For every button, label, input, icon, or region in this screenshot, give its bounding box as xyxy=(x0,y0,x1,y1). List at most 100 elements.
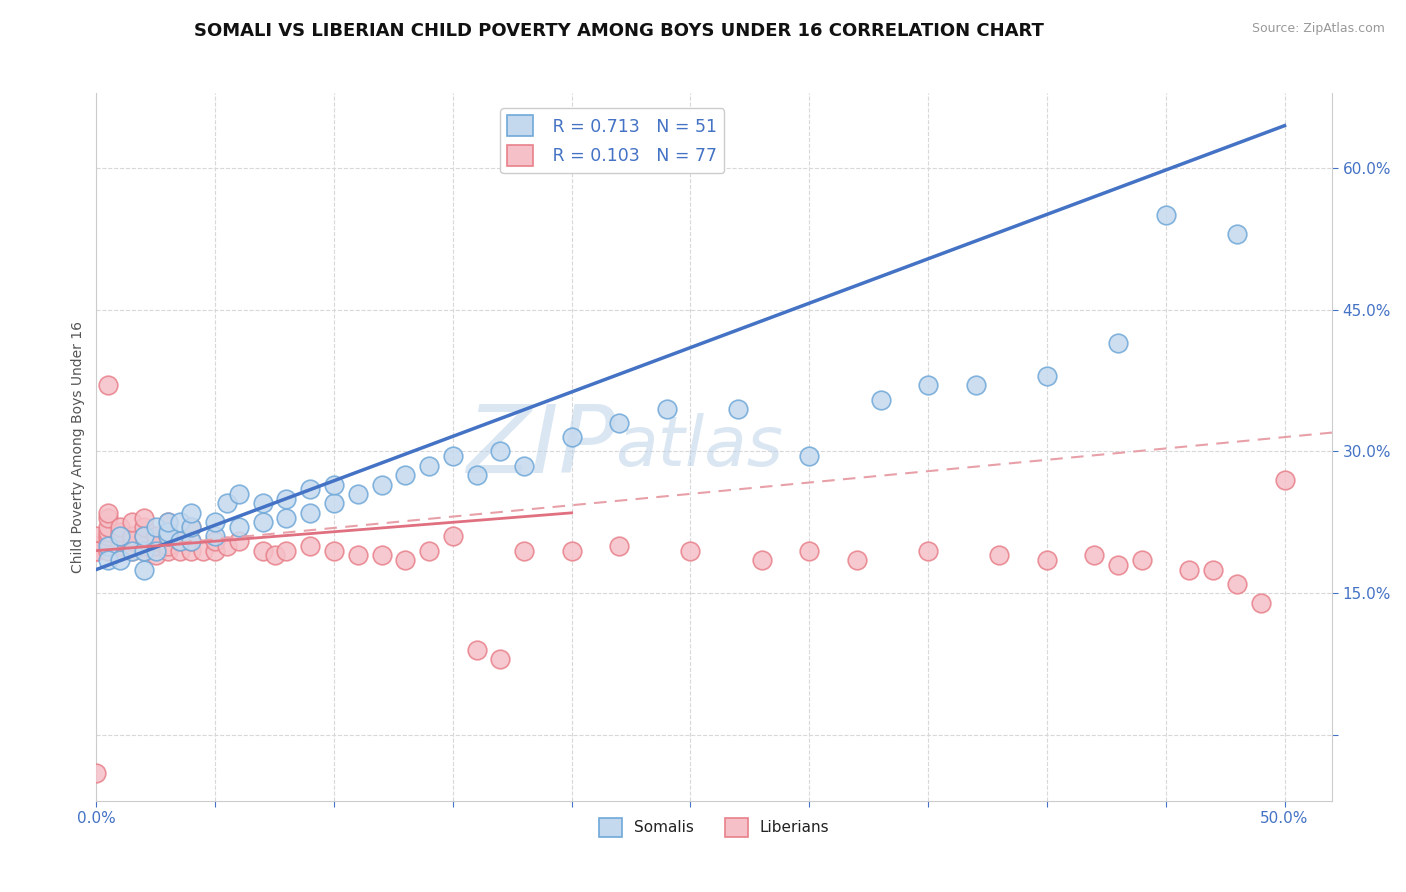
Point xyxy=(132,543,155,558)
Point xyxy=(869,392,891,407)
Point xyxy=(323,477,346,491)
Point xyxy=(988,549,1011,563)
Point xyxy=(132,539,155,553)
Point xyxy=(97,543,120,558)
Point xyxy=(145,529,167,543)
Point xyxy=(97,529,120,543)
Point xyxy=(108,553,131,567)
Point xyxy=(204,543,226,558)
Point xyxy=(1154,208,1177,222)
Point xyxy=(228,487,250,501)
Point xyxy=(156,524,179,539)
Point xyxy=(394,553,416,567)
Point xyxy=(679,543,702,558)
Point xyxy=(121,534,143,549)
Point xyxy=(121,543,143,558)
Point xyxy=(1107,558,1129,572)
Point xyxy=(489,444,512,458)
Point xyxy=(465,468,488,483)
Point xyxy=(132,529,155,543)
Point xyxy=(121,543,143,558)
Point xyxy=(276,510,298,524)
Point xyxy=(394,468,416,483)
Point xyxy=(607,539,630,553)
Point xyxy=(97,378,120,392)
Point xyxy=(845,553,868,567)
Point xyxy=(917,543,939,558)
Point xyxy=(465,642,488,657)
Point xyxy=(917,378,939,392)
Point xyxy=(97,520,120,534)
Point xyxy=(489,652,512,666)
Point xyxy=(180,520,202,534)
Point xyxy=(252,516,274,530)
Point xyxy=(1036,553,1059,567)
Point xyxy=(97,553,120,567)
Point xyxy=(1107,335,1129,350)
Point xyxy=(1083,549,1105,563)
Point xyxy=(86,765,108,780)
Point xyxy=(97,506,120,520)
Point xyxy=(121,516,143,530)
Point xyxy=(132,510,155,524)
Point xyxy=(97,539,120,553)
Point xyxy=(370,549,392,563)
Point xyxy=(228,520,250,534)
Point xyxy=(513,458,536,473)
Point xyxy=(299,482,322,496)
Point xyxy=(132,543,155,558)
Point xyxy=(169,534,191,549)
Point xyxy=(145,534,167,549)
Point xyxy=(370,477,392,491)
Point xyxy=(156,529,179,543)
Point xyxy=(252,543,274,558)
Point xyxy=(169,516,191,530)
Point xyxy=(607,416,630,430)
Point xyxy=(108,520,131,534)
Point xyxy=(145,543,167,558)
Point xyxy=(145,520,167,534)
Point xyxy=(156,539,179,553)
Point xyxy=(132,562,155,576)
Point xyxy=(86,529,108,543)
Point xyxy=(418,543,440,558)
Point xyxy=(228,534,250,549)
Point xyxy=(418,458,440,473)
Point xyxy=(169,543,191,558)
Point xyxy=(204,534,226,549)
Point xyxy=(86,539,108,553)
Text: Source: ZipAtlas.com: Source: ZipAtlas.com xyxy=(1251,22,1385,36)
Point xyxy=(97,510,120,524)
Point xyxy=(132,520,155,534)
Point xyxy=(441,529,464,543)
Point xyxy=(276,543,298,558)
Point xyxy=(1202,562,1225,576)
Point xyxy=(86,543,108,558)
Point xyxy=(263,549,285,563)
Point xyxy=(1250,596,1272,610)
Point xyxy=(121,529,143,543)
Point xyxy=(108,539,131,553)
Point xyxy=(655,401,678,416)
Point xyxy=(169,534,191,549)
Point xyxy=(727,401,749,416)
Point xyxy=(751,553,773,567)
Point xyxy=(346,549,368,563)
Point xyxy=(299,539,322,553)
Point xyxy=(180,534,202,549)
Point xyxy=(799,449,821,463)
Point xyxy=(108,543,131,558)
Point xyxy=(1226,227,1249,242)
Point xyxy=(215,539,238,553)
Point xyxy=(121,539,143,553)
Point xyxy=(276,491,298,506)
Point xyxy=(1274,473,1296,487)
Text: ZIP: ZIP xyxy=(465,401,616,492)
Point xyxy=(299,506,322,520)
Point xyxy=(204,529,226,543)
Point xyxy=(156,516,179,530)
Point xyxy=(252,496,274,510)
Point xyxy=(1178,562,1201,576)
Point xyxy=(145,549,167,563)
Text: SOMALI VS LIBERIAN CHILD POVERTY AMONG BOYS UNDER 16 CORRELATION CHART: SOMALI VS LIBERIAN CHILD POVERTY AMONG B… xyxy=(194,22,1043,40)
